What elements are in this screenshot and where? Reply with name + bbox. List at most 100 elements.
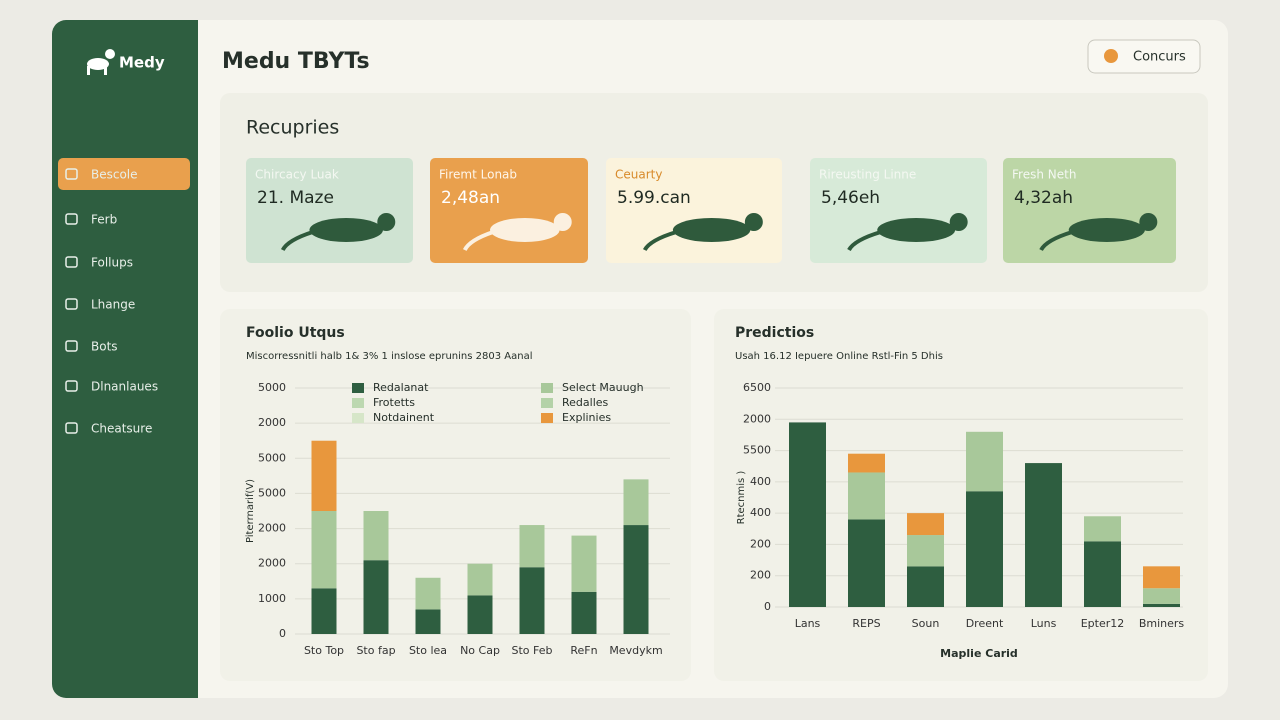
bar <box>966 431 1003 492</box>
bar <box>1025 463 1062 607</box>
chart-subtitle: Miscorressnitli halb 1& 3% 1 inslose epr… <box>246 351 533 362</box>
x-tick-label: Bminers <box>1139 617 1185 630</box>
button-label[interactable]: Concurs <box>1133 50 1186 65</box>
page-title: Medu TBYTs <box>222 49 370 74</box>
animal-body <box>672 218 751 242</box>
nav-icon <box>65 213 78 225</box>
animal-tail <box>642 230 677 252</box>
x-tick-label: Mevdykm <box>609 644 662 657</box>
x-axis-label: Maplie Carid <box>940 647 1018 660</box>
chart-title: Foolio Utqus <box>246 325 345 341</box>
legend-swatch <box>352 398 364 408</box>
logo-icon <box>87 49 115 75</box>
x-tick-label: Lans <box>795 617 821 630</box>
nav-item[interactable]: Follups <box>91 256 133 270</box>
nav-item[interactable]: Dlnanlaues <box>91 380 158 394</box>
bar <box>415 577 441 610</box>
animal-tail <box>1039 230 1073 252</box>
y-tick-label: 200 <box>750 569 771 582</box>
nav-icon <box>65 422 78 434</box>
cards: Chircacy Luak 21. Maze Firemt Lonab 2,48an C… <box>246 158 1176 263</box>
animal-head <box>377 213 396 231</box>
legend-swatch <box>541 383 553 393</box>
stat-value: 21. Maze <box>257 188 334 208</box>
y-axis-label: Rtecnmis ) <box>736 471 747 525</box>
nav-item[interactable]: Bescole <box>91 168 138 182</box>
bar <box>1143 603 1180 607</box>
y-tick-label: 200 <box>750 537 771 550</box>
stat-label: Ceuarty <box>615 168 662 182</box>
y-tick-label: 2000 <box>258 522 286 535</box>
animal-body <box>1068 218 1145 242</box>
chart-panel <box>220 309 691 681</box>
bar <box>311 440 337 511</box>
bar <box>1143 566 1180 589</box>
nav: Bescole Ferb Follups Lhange Bots Dlnanlaues Ch… <box>58 158 190 436</box>
nav-icon <box>65 340 78 352</box>
nav-item[interactable]: Bots <box>91 340 118 354</box>
stat-value: 4,32ah <box>1014 188 1073 208</box>
animal-tail <box>462 230 494 252</box>
stat-value: 5,46eh <box>821 188 880 208</box>
x-tick-label: Sto Top <box>304 644 344 657</box>
nav-active[interactable] <box>58 158 190 190</box>
animal-body <box>877 218 956 242</box>
x-tick-label: Soun <box>912 617 940 630</box>
y-tick-label: 5000 <box>258 451 286 464</box>
bar <box>363 511 389 561</box>
bar <box>623 525 649 634</box>
nav-item[interactable]: Cheatsure <box>91 422 152 436</box>
x-tick-label: ReFn <box>570 644 597 657</box>
stat-value: 2,48an <box>441 188 500 208</box>
legend-label: Redalanat <box>373 381 429 394</box>
nav-icon <box>65 380 78 392</box>
button[interactable] <box>1087 39 1201 74</box>
y-tick-label: 0 <box>279 627 286 640</box>
bar <box>415 609 441 634</box>
bar <box>467 563 493 596</box>
animal-body <box>309 218 383 242</box>
bar <box>907 513 944 536</box>
y-tick-label: 5000 <box>258 486 286 499</box>
stat-label: Firemt Lonab <box>439 168 517 182</box>
y-axis-label: Piterrnarif(V) <box>245 479 256 543</box>
animal-head <box>1139 213 1158 231</box>
legend-swatch <box>541 398 553 408</box>
bar <box>848 519 885 607</box>
nav-item[interactable]: Lhange <box>91 298 135 312</box>
y-tick-label: 2000 <box>743 412 771 425</box>
stat-label: Rireusting Linne <box>819 168 916 182</box>
x-tick-label: Dreent <box>966 617 1004 630</box>
x-tick-label: Luns <box>1031 617 1057 630</box>
charts: Foolio Utqus Miscorressnitli halb 1& 3% 1… <box>245 325 1184 660</box>
bar <box>907 535 944 567</box>
nav-icon <box>65 168 78 180</box>
bar <box>519 525 545 568</box>
bar <box>311 511 337 589</box>
legend-label: Frotetts <box>373 396 415 409</box>
button-icon <box>1104 49 1118 63</box>
nav-item[interactable]: Ferb <box>91 213 117 227</box>
x-tick-label: Sto Feb <box>512 644 553 657</box>
x-tick-label: REPS <box>852 617 880 630</box>
y-tick-label: 2000 <box>258 557 286 570</box>
bar <box>848 472 885 520</box>
y-tick-label: 1000 <box>258 592 286 605</box>
y-tick-label: 2000 <box>258 416 286 429</box>
bar <box>363 560 389 634</box>
bar <box>848 453 885 473</box>
bar <box>311 588 337 634</box>
bar <box>907 566 944 607</box>
legend-swatch <box>541 413 553 423</box>
animal-body <box>490 218 560 242</box>
bar <box>789 422 826 607</box>
summary-title: Recupries <box>246 117 339 139</box>
bar <box>467 595 493 634</box>
chart-panel <box>714 309 1208 681</box>
bar <box>519 567 545 634</box>
x-tick-label: Sto lea <box>409 644 447 657</box>
logo-text: Medy <box>119 54 165 72</box>
nav-icon <box>65 256 78 268</box>
legend-label: Explinies <box>562 411 611 424</box>
